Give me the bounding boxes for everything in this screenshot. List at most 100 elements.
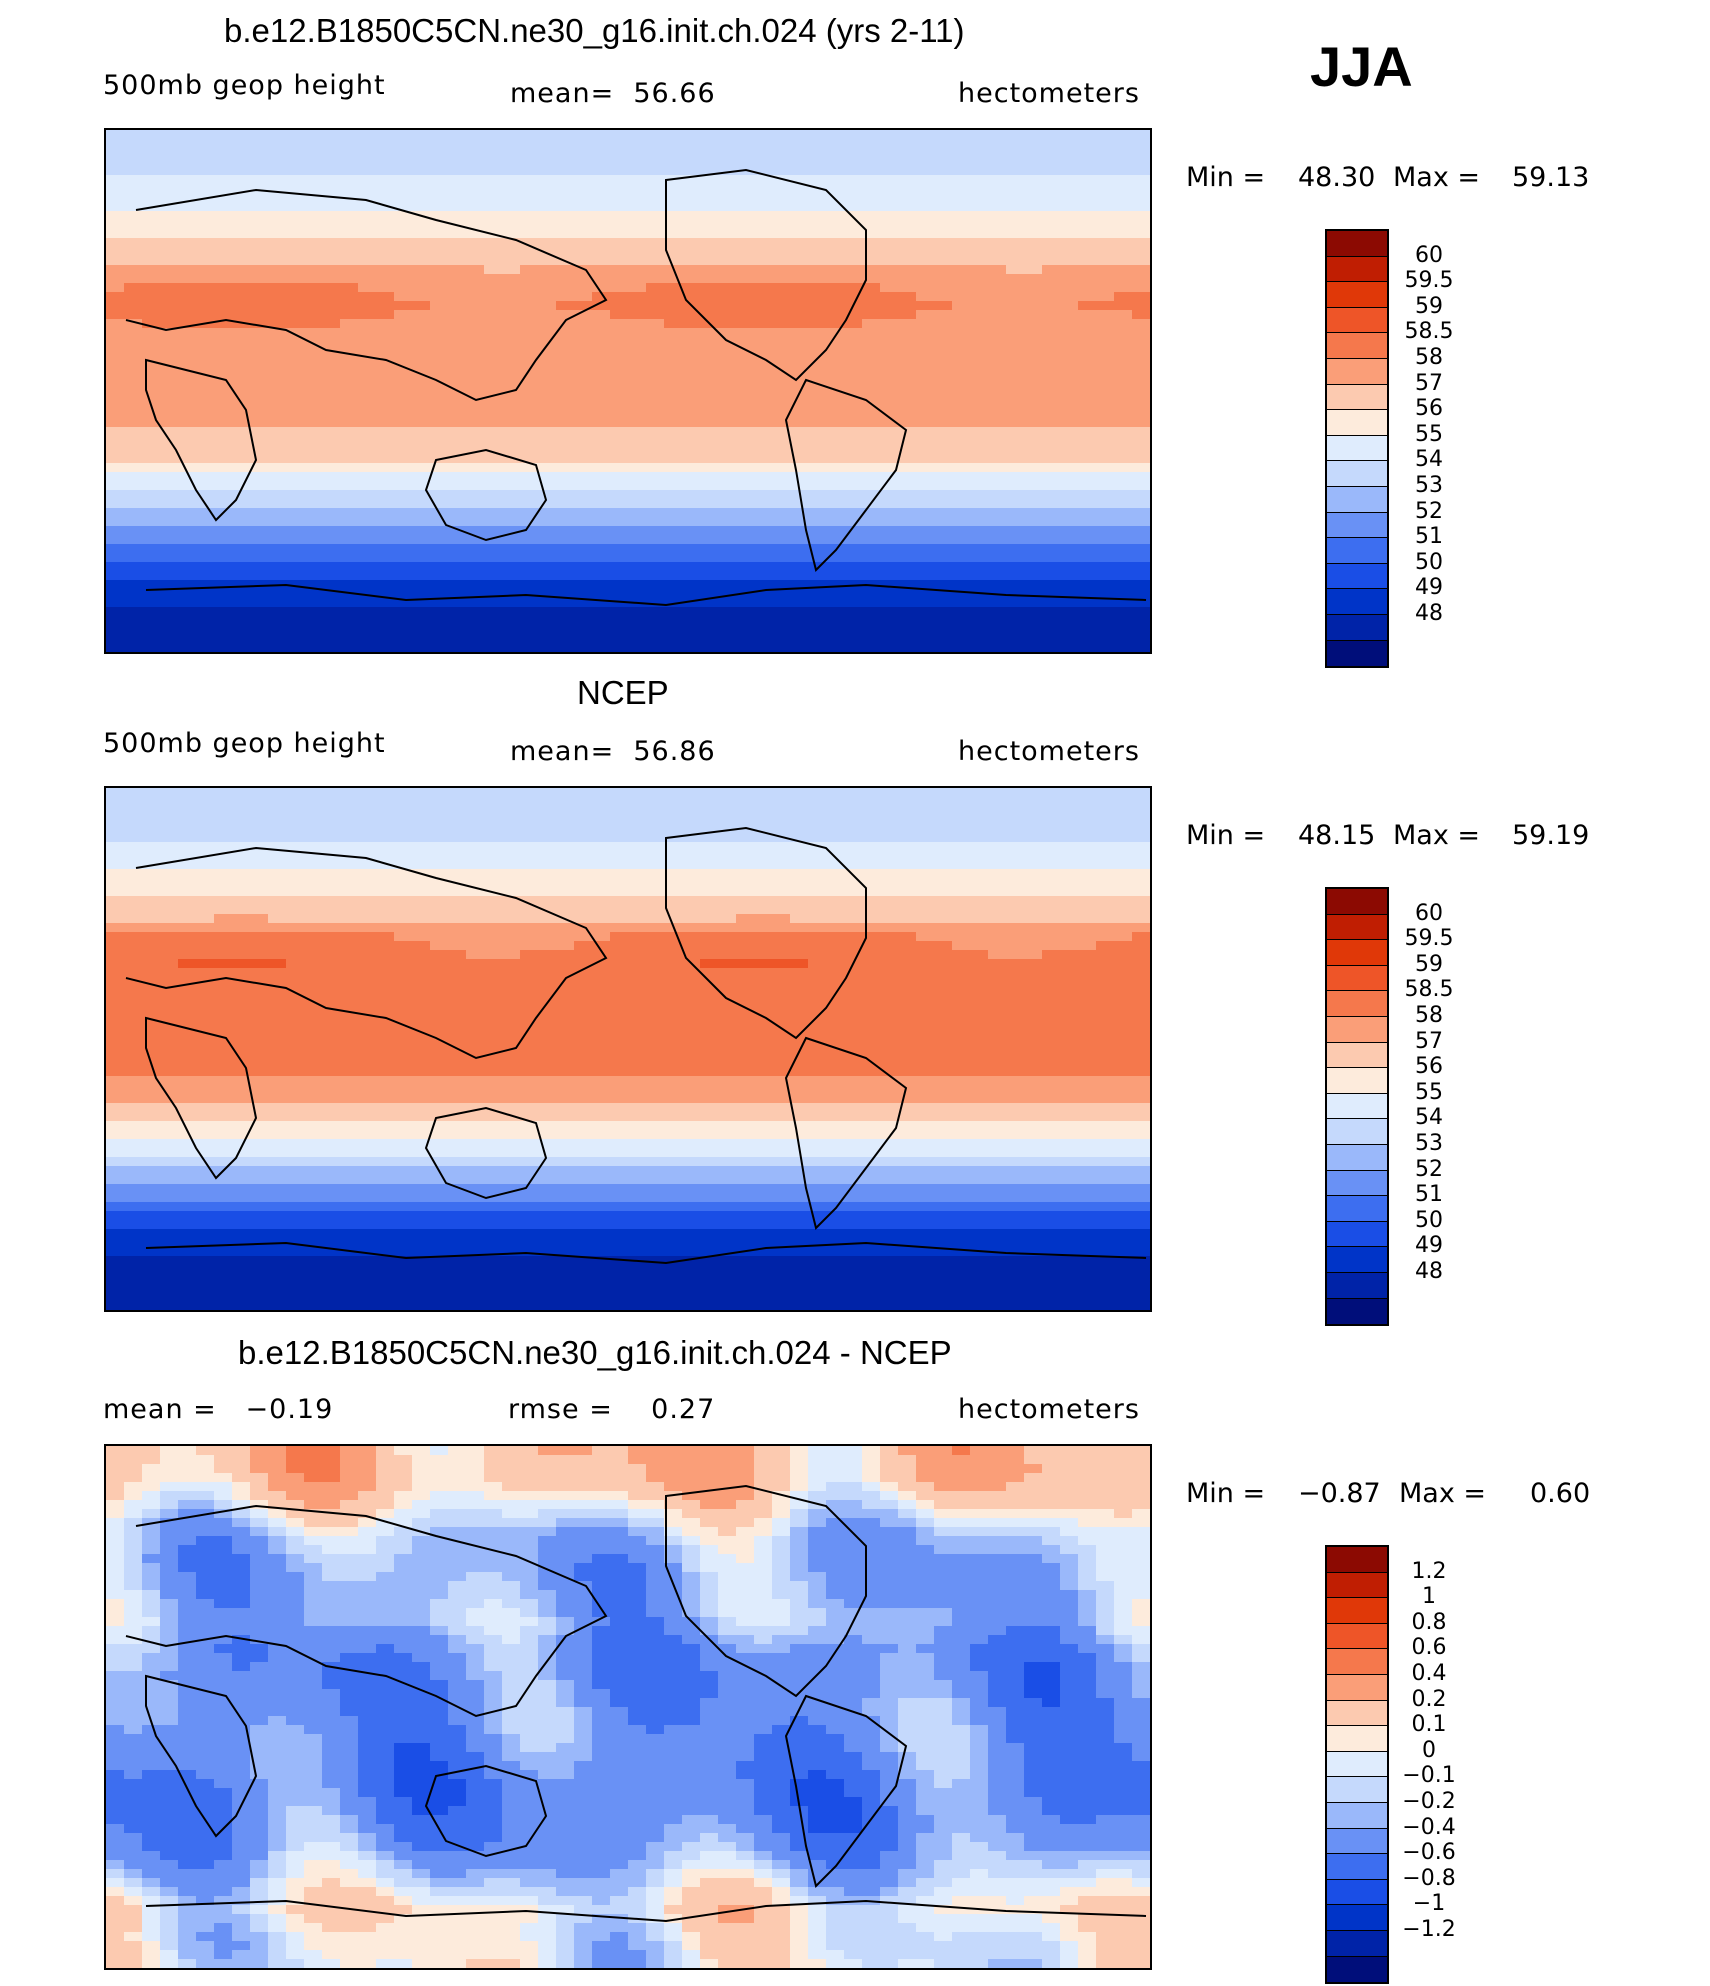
contour-cell — [826, 968, 845, 978]
contour-cell — [304, 977, 323, 987]
contour-cell — [682, 400, 701, 410]
contour-cell — [286, 148, 305, 158]
contour-cell — [916, 932, 935, 942]
contour-cell — [736, 202, 755, 212]
contour-cell — [970, 607, 989, 617]
contour-cell — [682, 256, 701, 266]
contour-cell — [520, 616, 539, 626]
contour-cell — [538, 301, 557, 311]
contour-cell — [106, 860, 125, 870]
contour-cell — [718, 193, 737, 203]
contour-cell — [502, 463, 521, 473]
contour-cell — [754, 1022, 773, 1032]
contour-cell — [358, 220, 377, 230]
contour-cell — [952, 526, 971, 536]
contour-cell — [376, 481, 395, 491]
contour-cell — [250, 571, 269, 581]
contour-cell — [628, 941, 647, 951]
contour-cell — [934, 607, 953, 617]
contour-cell — [1024, 959, 1043, 969]
contour-cell — [808, 400, 827, 410]
contour-cell — [340, 355, 359, 365]
contour-cell — [592, 607, 611, 617]
contour-cell — [700, 310, 719, 320]
contour-cell — [268, 986, 287, 996]
contour-cell — [448, 616, 467, 626]
contour-cell — [898, 544, 917, 554]
contour-cell — [682, 283, 701, 293]
contour-cell — [592, 139, 611, 149]
contour-cell — [340, 274, 359, 284]
contour-cell — [232, 950, 251, 960]
contour-cell — [340, 860, 359, 870]
contour-cell — [556, 851, 575, 861]
contour-cell — [412, 995, 431, 1005]
contour-cell — [520, 571, 539, 581]
contour-cell — [304, 941, 323, 951]
contour-cell — [1078, 995, 1097, 1005]
contour-cell — [844, 202, 863, 212]
contour-cell — [610, 463, 629, 473]
contour-cell — [592, 310, 611, 320]
contour-cell — [1114, 788, 1133, 798]
contour-cell — [1114, 562, 1133, 572]
contour-cell — [592, 995, 611, 1005]
contour-cell — [934, 184, 953, 194]
contour-cell — [286, 995, 305, 1005]
contour-cell — [736, 860, 755, 870]
contour-cell — [502, 445, 521, 455]
contour-cell — [124, 472, 143, 482]
contour-cell — [394, 887, 413, 897]
contour-cell — [898, 436, 917, 446]
contour-cell — [664, 418, 683, 428]
contour-cell — [268, 553, 287, 563]
contour-cell — [754, 941, 773, 951]
contour-cell — [592, 842, 611, 852]
contour-cell — [610, 643, 629, 652]
contour-cell — [610, 481, 629, 491]
contour-cell — [196, 139, 215, 149]
contour-cell — [844, 806, 863, 816]
contour-cell — [682, 202, 701, 212]
contour-cell — [664, 851, 683, 861]
contour-cell — [322, 157, 341, 167]
contour-cell — [196, 959, 215, 969]
contour-cell — [178, 175, 197, 185]
contour-cell — [250, 202, 269, 212]
contour-cell — [628, 373, 647, 383]
contour-cell — [394, 797, 413, 807]
contour-cell — [142, 175, 161, 185]
contour-cell — [1006, 643, 1025, 652]
contour-cell — [682, 905, 701, 915]
contour-cell — [304, 833, 323, 843]
contour-cell — [340, 310, 359, 320]
contour-cell — [862, 229, 881, 239]
contour-cell — [970, 247, 989, 257]
contour-cell — [898, 616, 917, 626]
contour-cell — [466, 301, 485, 311]
contour-cell — [970, 968, 989, 978]
contour-cell — [376, 833, 395, 843]
contour-cell — [1042, 553, 1061, 563]
contour-cell — [646, 157, 665, 167]
contour-cell — [682, 346, 701, 356]
contour-cell — [124, 878, 143, 888]
contour-cell — [268, 995, 287, 1005]
contour-cell — [142, 544, 161, 554]
contour-cell — [610, 490, 629, 500]
contour-cell — [232, 815, 251, 825]
contour-cell — [1006, 454, 1025, 464]
contour-cell — [844, 319, 863, 329]
contour-cell — [106, 878, 125, 888]
contour-cell — [934, 481, 953, 491]
contour-cell — [1114, 887, 1133, 897]
contour-cell — [358, 815, 377, 825]
contour-cell — [826, 824, 845, 834]
contour-cell — [718, 184, 737, 194]
contour-cell — [322, 337, 341, 347]
contour-cell — [106, 301, 125, 311]
contour-cell — [556, 166, 575, 176]
contour-cell — [970, 364, 989, 374]
contour-cell — [1042, 184, 1061, 194]
contour-cell — [1024, 265, 1043, 275]
